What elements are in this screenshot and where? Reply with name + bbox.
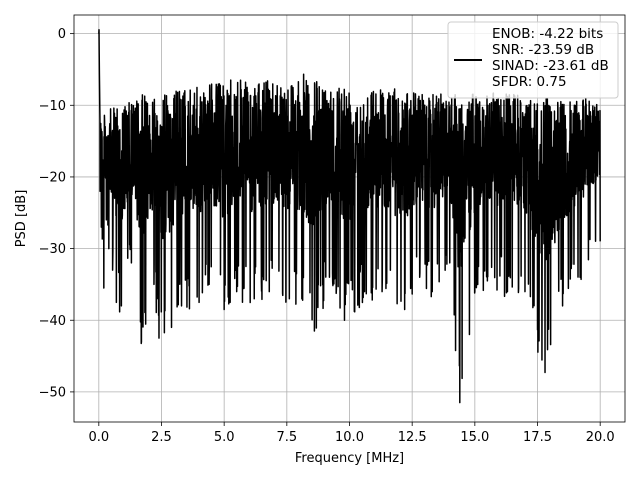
psd-series: [98, 29, 601, 404]
y-tick-label: −40: [39, 314, 66, 329]
x-tick-label: 7.5: [276, 430, 297, 445]
x-tick-label: 5.0: [214, 430, 235, 445]
x-tick-label: 10.0: [335, 430, 364, 445]
legend: ENOB: -4.22 bits SNR: -23.59 dB SINAD: -…: [447, 21, 619, 99]
y-tick-label: 0: [58, 27, 66, 42]
x-axis-label: Frequency [MHz]: [295, 451, 404, 466]
x-tick-label: 0.0: [88, 430, 109, 445]
x-tick-label: 2.5: [151, 430, 172, 445]
legend-snr-text: SNR: -23.59 dB: [492, 42, 594, 58]
legend-box: [447, 21, 619, 99]
plot-frame: [73, 14, 626, 423]
y-tick-label: −50: [39, 385, 66, 400]
legend-sinad-text: SINAD: -23.61 dB: [492, 58, 609, 74]
y-tick-label: −30: [39, 242, 66, 257]
y-axis-label: PSD [dB]: [14, 190, 29, 248]
x-tick-label: 17.5: [523, 430, 552, 445]
y-tick-label: −20: [39, 170, 66, 185]
x-tick-label: 15.0: [460, 430, 489, 445]
psd-trace: [98, 29, 601, 404]
y-tick-label: −10: [39, 99, 66, 114]
legend-enob-text: ENOB: -4.22 bits: [492, 26, 603, 42]
x-tick-label: 12.5: [398, 430, 427, 445]
x-tick-label: 20.0: [586, 430, 615, 445]
legend-sfdr-text: SFDR: 0.75: [492, 74, 567, 90]
axis-ticks: 0.0 2.5 5.0 7.5 10.0 12.5 15.0 17.5 20.0 0 −10 −20 −…: [39, 27, 615, 445]
